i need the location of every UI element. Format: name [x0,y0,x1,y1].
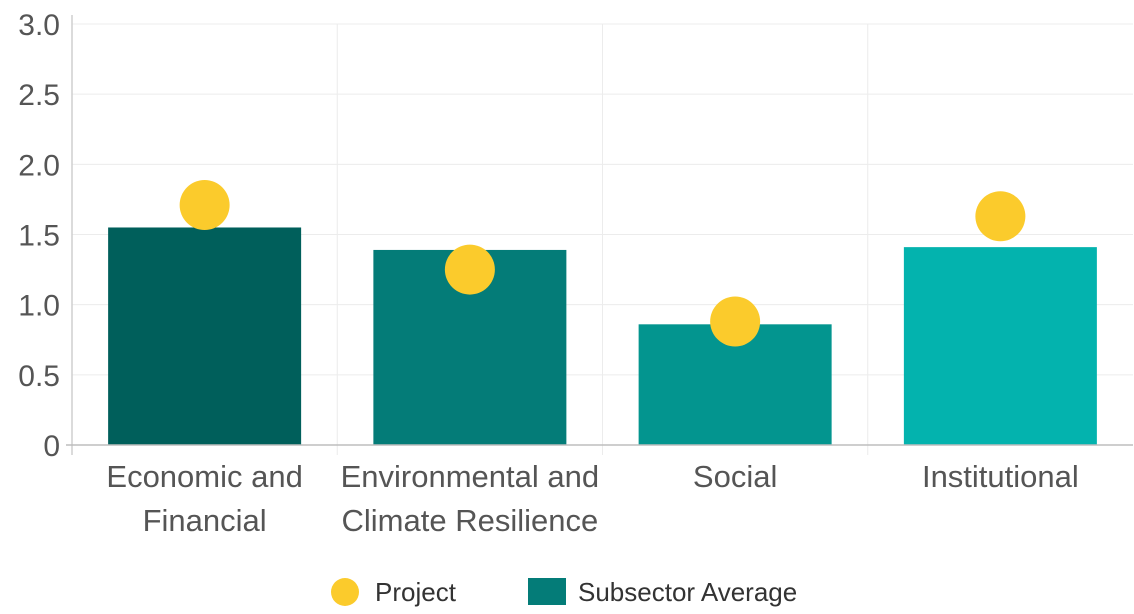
legend: Project Subsector Average [331,577,797,607]
x-category-label-line: Financial [143,503,267,538]
x-category-label: Institutional [922,459,1079,494]
x-category-label-line: Economic and [106,459,302,494]
legend-project-marker [331,578,359,606]
x-category-label-line: Institutional [922,459,1079,494]
y-tick-label: 0 [43,430,60,463]
point-project [975,191,1026,242]
legend-subsector-average-marker [528,578,566,605]
y-tick-label: 2.5 [18,79,60,112]
x-category-label: Environmental and Climate Resilience [341,459,600,538]
y-tick-label: 0.5 [18,360,60,393]
legend-subsector-average-label: Subsector Average [578,577,797,607]
x-category-label: Social [693,459,777,494]
y-tick-label: 2.0 [18,149,60,182]
point-layer [179,180,1026,347]
axis-layer: 0 0.5 1.0 1.5 2.0 2.5 3.0 Economic and Financial… [18,9,1133,538]
x-category-label-line: Social [693,459,777,494]
point-project [179,180,230,231]
bar-layer [108,227,1097,445]
x-category-label-line: Environmental and [341,459,600,494]
y-tick-label: 1.0 [18,290,60,323]
bar-subsector-average [903,247,1097,445]
x-category-label-line: Climate Resilience [342,503,599,538]
point-project [444,244,495,295]
y-tick-label: 3.0 [18,9,60,42]
y-tick-label: 1.5 [18,220,60,253]
point-project [710,296,761,347]
x-category-label: Economic and Financial [106,459,302,538]
bar-subsector-average [108,227,302,445]
legend-project-label: Project [375,577,457,607]
